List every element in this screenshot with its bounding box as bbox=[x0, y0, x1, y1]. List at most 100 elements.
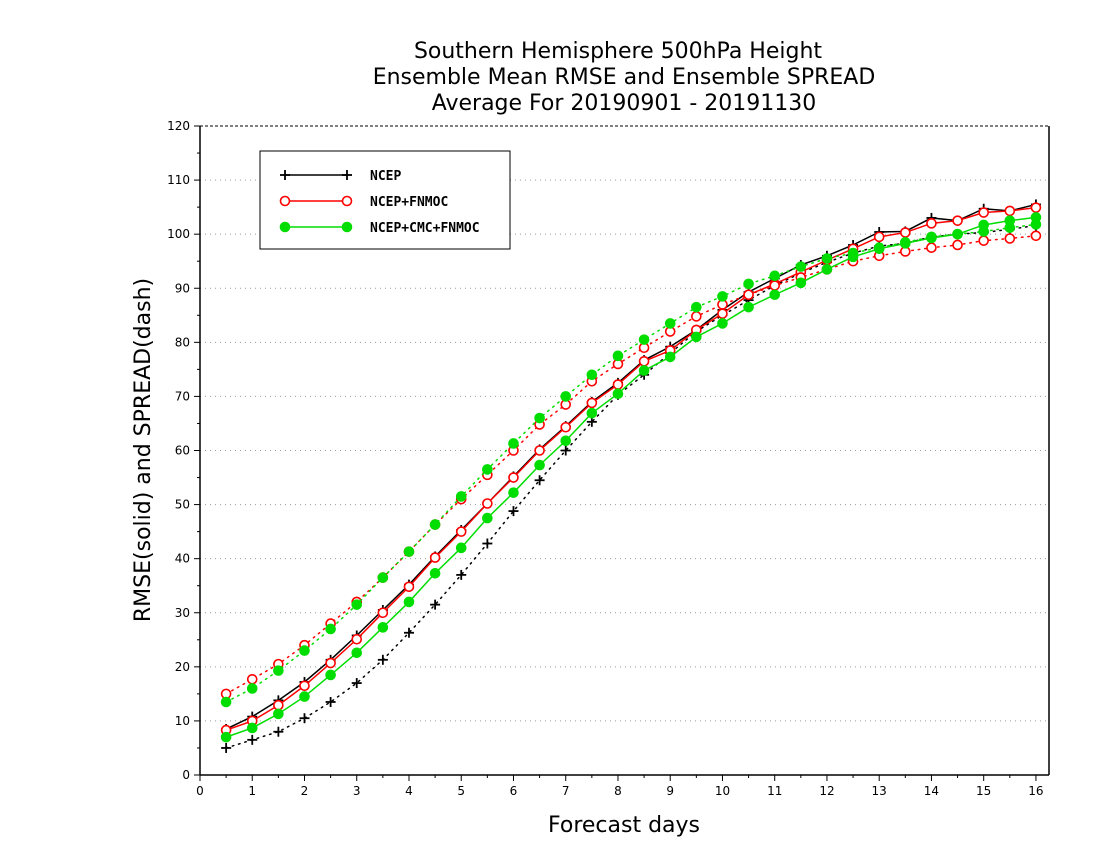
series-1 bbox=[220, 202, 1042, 736]
y-tick-label-30: 30 bbox=[175, 606, 190, 620]
rmse-point-ncep-cmc-fnmoc-12 bbox=[534, 459, 545, 471]
rmse-point-ncep-cmc-fnmoc-14 bbox=[586, 407, 598, 419]
spread-point-ncep-cmc-fnmoc-31 bbox=[1030, 219, 1042, 230]
legend-marker-left-ncep bbox=[280, 170, 290, 180]
rmse-point-ncep-cmc-fnmoc-21 bbox=[769, 289, 781, 301]
spread-point-ncep-fnmoc-18 bbox=[691, 311, 702, 322]
spread-point-ncep-0 bbox=[221, 742, 232, 753]
y-tick-label-40: 40 bbox=[175, 552, 190, 566]
x-tick-label-15: 15 bbox=[976, 784, 991, 798]
spread-point-ncep-cmc-fnmoc-18 bbox=[691, 301, 702, 313]
legend: NCEP NCEP+FNMOC NCEP+CMC+FNMOC bbox=[259, 150, 511, 250]
spread-point-ncep-cmc-fnmoc-3 bbox=[299, 645, 310, 656]
rmse-point-ncep-fnmoc-16 bbox=[638, 355, 650, 367]
spread-point-ncep-cmc-fnmoc-14 bbox=[586, 369, 598, 381]
spread-point-ncep-cmc-fnmoc-28 bbox=[952, 228, 963, 240]
spread-point-ncep-8 bbox=[430, 599, 441, 610]
y-tick-label-110: 110 bbox=[167, 173, 190, 187]
y-axis-title: RMSE(solid) and SPREAD(dash) bbox=[131, 278, 156, 622]
chart-title-line-2: Ensemble Mean RMSE and Ensemble SPREAD bbox=[373, 65, 876, 90]
spread-point-ncep-fnmoc-28 bbox=[952, 239, 963, 251]
rmse-point-ncep-cmc-fnmoc-0 bbox=[220, 731, 232, 743]
spread-line-ncep bbox=[225, 224, 1037, 749]
x-tick-label-5: 5 bbox=[457, 784, 465, 798]
spread-point-ncep-cmc-fnmoc-7 bbox=[403, 546, 415, 557]
spread-point-ncep-cmc-fnmoc-15 bbox=[612, 350, 624, 362]
spread-point-ncep-fnmoc-31 bbox=[1030, 230, 1042, 242]
series-0 bbox=[221, 199, 1041, 753]
spread-point-ncep-2 bbox=[273, 726, 284, 737]
spread-point-ncep-cmc-fnmoc-25 bbox=[873, 242, 885, 253]
x-tick-label-10: 10 bbox=[715, 784, 730, 798]
spread-point-ncep-cmc-fnmoc-2 bbox=[273, 665, 284, 676]
chart-title-line-3: Average For 20190901 - 20191130 bbox=[432, 91, 817, 116]
y-tick-label-90: 90 bbox=[175, 281, 190, 295]
rmse-point-ncep-fnmoc-6 bbox=[377, 607, 389, 619]
y-tick-label-70: 70 bbox=[175, 389, 190, 403]
rmse-point-ncep-cmc-fnmoc-10 bbox=[482, 512, 493, 524]
spread-point-ncep-cmc-fnmoc-22 bbox=[795, 261, 807, 272]
legend-marker-right-ncep-cmc-fnmoc bbox=[341, 221, 353, 233]
rmse-point-ncep-cmc-fnmoc-5 bbox=[351, 647, 363, 659]
x-tick-label-7: 7 bbox=[562, 784, 570, 798]
rmse-point-ncep-fnmoc-7 bbox=[403, 581, 415, 593]
legend-label-ncep: NCEP bbox=[370, 169, 401, 184]
spread-point-ncep-fnmoc-1 bbox=[246, 673, 258, 685]
rmse-point-ncep-cmc-fnmoc-8 bbox=[429, 567, 441, 579]
x-tick-label-11: 11 bbox=[767, 784, 782, 798]
rmse-line-ncep bbox=[225, 203, 1037, 730]
y-tick-label-80: 80 bbox=[175, 335, 190, 349]
spread-point-ncep-6 bbox=[377, 654, 388, 665]
x-tick-label-8: 8 bbox=[614, 784, 622, 798]
spread-point-ncep-4 bbox=[325, 696, 336, 707]
rmse-point-ncep-cmc-fnmoc-11 bbox=[508, 487, 519, 498]
legend-marker-left-ncep-cmc-fnmoc bbox=[279, 221, 291, 233]
rmse-point-ncep-cmc-fnmoc-1 bbox=[246, 722, 258, 734]
rmse-point-ncep-cmc-fnmoc-6 bbox=[377, 622, 389, 633]
spread-point-ncep-11 bbox=[508, 506, 519, 517]
x-tick-label-14: 14 bbox=[924, 784, 939, 798]
spread-point-ncep-13 bbox=[560, 445, 571, 456]
spread-point-ncep-cmc-fnmoc-29 bbox=[978, 226, 989, 237]
y-tick-label-50: 50 bbox=[175, 498, 190, 512]
x-axis-title: Forecast days bbox=[548, 813, 700, 838]
rmse-point-ncep-fnmoc-12 bbox=[534, 445, 545, 456]
x-tick-label-0: 0 bbox=[196, 784, 204, 798]
rmse-point-ncep-fnmoc-10 bbox=[482, 498, 493, 509]
rmse-point-ncep-cmc-fnmoc-3 bbox=[299, 691, 310, 702]
spread-point-ncep-10 bbox=[482, 538, 493, 549]
spread-point-ncep-cmc-fnmoc-30 bbox=[1004, 222, 1016, 233]
y-tick-label-100: 100 bbox=[167, 227, 190, 241]
spread-point-ncep-cmc-fnmoc-10 bbox=[482, 464, 493, 475]
spread-point-ncep-3 bbox=[299, 713, 310, 724]
y-tick-label-0: 0 bbox=[182, 768, 190, 782]
spread-point-ncep-cmc-fnmoc-4 bbox=[325, 623, 336, 635]
spread-point-ncep-fnmoc-27 bbox=[926, 242, 937, 253]
series-2 bbox=[220, 212, 1042, 743]
rmse-point-ncep-fnmoc-13 bbox=[560, 421, 572, 433]
chart-title-line-1: Southern Hemisphere 500hPa Height bbox=[414, 39, 822, 64]
rmse-point-ncep-fnmoc-19 bbox=[717, 308, 728, 319]
rmse-point-ncep-fnmoc-9 bbox=[455, 526, 467, 537]
x-tick-label-13: 13 bbox=[872, 784, 887, 798]
rmse-point-ncep-fnmoc-30 bbox=[1004, 205, 1016, 217]
spread-point-ncep-fnmoc-30 bbox=[1004, 233, 1016, 244]
rmse-point-ncep-fnmoc-25 bbox=[873, 231, 885, 243]
rmse-line-ncep-fnmoc bbox=[225, 206, 1037, 731]
spread-point-ncep-cmc-fnmoc-13 bbox=[560, 391, 572, 402]
x-tick-label-6: 6 bbox=[510, 784, 518, 798]
y-tick-label-60: 60 bbox=[175, 444, 190, 458]
rmse-point-ncep-cmc-fnmoc-13 bbox=[560, 435, 572, 447]
rmse-point-ncep-fnmoc-14 bbox=[586, 397, 598, 409]
rmse-point-ncep-fnmoc-28 bbox=[952, 215, 963, 226]
spread-point-ncep-9 bbox=[456, 569, 467, 580]
spread-point-ncep-cmc-fnmoc-11 bbox=[508, 438, 519, 449]
rmse-point-ncep-fnmoc-27 bbox=[926, 218, 937, 229]
spread-point-ncep-cmc-fnmoc-20 bbox=[743, 278, 754, 290]
legend-marker-right-ncep-fnmoc bbox=[341, 195, 353, 207]
spread-line-ncep-fnmoc bbox=[225, 235, 1037, 695]
series-layer bbox=[220, 199, 1042, 753]
spread-point-ncep-cmc-fnmoc-8 bbox=[429, 519, 441, 530]
